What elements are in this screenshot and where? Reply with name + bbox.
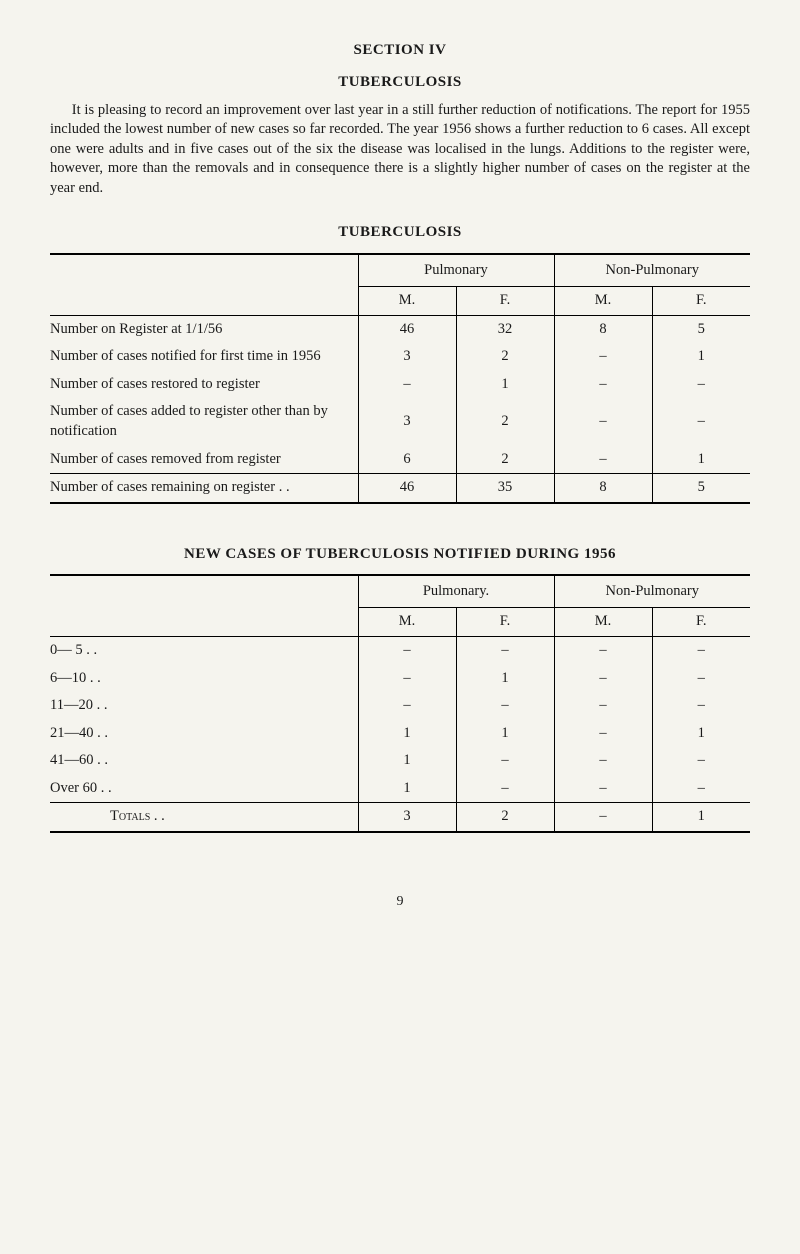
data-cell: 1 — [652, 446, 750, 474]
data-cell: – — [358, 665, 456, 693]
data-cell: 2 — [456, 803, 554, 832]
table2-header-m1: M. — [358, 608, 456, 637]
data-cell: – — [554, 371, 652, 399]
data-cell: – — [456, 747, 554, 775]
row-label: Over 60 . . — [50, 775, 358, 803]
data-cell: 2 — [456, 446, 554, 474]
table2-header-m2: M. — [554, 608, 652, 637]
table2-group-pulmonary: Pulmonary. — [358, 575, 554, 608]
table-row: Number of cases removed from register62–… — [50, 446, 750, 474]
data-cell: 3 — [358, 343, 456, 371]
table1-header-f1: F. — [456, 287, 554, 316]
tuberculosis-table: Pulmonary Non-Pulmonary M. F. M. F. Numb… — [50, 253, 750, 504]
data-cell: 32 — [456, 315, 554, 343]
page-number: 9 — [50, 893, 750, 912]
data-cell: 2 — [456, 398, 554, 445]
table2-group-nonpulmonary: Non-Pulmonary — [554, 575, 750, 608]
row-label: Number of cases restored to register — [50, 371, 358, 399]
row-label: Number on Register at 1/1/56 — [50, 315, 358, 343]
data-cell: 46 — [358, 315, 456, 343]
table-row: 21—40 . .11–1 — [50, 720, 750, 748]
table1-title: TUBERCULOSIS — [50, 222, 750, 242]
table2-title: NEW CASES OF TUBERCULOSIS NOTIFIED DURIN… — [50, 544, 750, 564]
table-row: 11—20 . .–––– — [50, 692, 750, 720]
data-cell: – — [652, 775, 750, 803]
row-label: 6—10 . . — [50, 665, 358, 693]
table2-header-f1: F. — [456, 608, 554, 637]
row-label: 21—40 . . — [50, 720, 358, 748]
data-cell: 2 — [456, 343, 554, 371]
table1-group-pulmonary: Pulmonary — [358, 254, 554, 287]
data-cell: – — [358, 637, 456, 665]
data-cell: – — [554, 803, 652, 832]
table2-header-f2: F. — [652, 608, 750, 637]
data-cell: 1 — [358, 747, 456, 775]
table1-header-m2: M. — [554, 287, 652, 316]
section-title: SECTION IV — [50, 40, 750, 60]
data-cell: 6 — [358, 446, 456, 474]
data-cell: – — [456, 775, 554, 803]
data-cell: – — [358, 371, 456, 399]
row-label: Number of cases added to register other … — [50, 398, 358, 445]
data-cell: – — [554, 747, 652, 775]
table1-group-nonpulmonary: Non-Pulmonary — [554, 254, 750, 287]
totals-label: Totals . . — [50, 803, 358, 832]
data-cell: 1 — [456, 720, 554, 748]
row-label: Number of cases notified for first time … — [50, 343, 358, 371]
table-row: Over 60 . .1––– — [50, 775, 750, 803]
data-cell: – — [652, 398, 750, 445]
data-cell: – — [652, 692, 750, 720]
row-label: Number of cases removed from register — [50, 446, 358, 474]
data-cell: 46 — [358, 474, 456, 503]
table-row: 41—60 . .1––– — [50, 747, 750, 775]
data-cell: – — [554, 637, 652, 665]
row-label: Number of cases remaining on register . … — [50, 474, 358, 503]
data-cell: 1 — [652, 343, 750, 371]
table-row: Number of cases restored to register–1–– — [50, 371, 750, 399]
data-cell: 3 — [358, 398, 456, 445]
data-cell: – — [554, 343, 652, 371]
data-cell: 1 — [456, 665, 554, 693]
row-label: 0— 5 . . — [50, 637, 358, 665]
data-cell: – — [652, 637, 750, 665]
table-row: Number on Register at 1/1/56463285 — [50, 315, 750, 343]
table-row: Number of cases added to register other … — [50, 398, 750, 445]
data-cell: 1 — [358, 720, 456, 748]
table-row: 0— 5 . .–––– — [50, 637, 750, 665]
data-cell: 1 — [358, 775, 456, 803]
data-cell: 5 — [652, 315, 750, 343]
data-cell: – — [652, 371, 750, 399]
subtitle: TUBERCULOSIS — [50, 72, 750, 92]
data-cell: – — [554, 775, 652, 803]
data-cell: – — [652, 665, 750, 693]
data-cell: – — [456, 692, 554, 720]
table1-header-f2: F. — [652, 287, 750, 316]
data-cell: 35 — [456, 474, 554, 503]
table-row: Number of cases remaining on register . … — [50, 474, 750, 503]
data-cell: – — [554, 398, 652, 445]
data-cell: – — [554, 692, 652, 720]
data-cell: – — [554, 665, 652, 693]
data-cell: – — [554, 720, 652, 748]
data-cell: 8 — [554, 474, 652, 503]
table1-header-m1: M. — [358, 287, 456, 316]
data-cell: – — [456, 637, 554, 665]
data-cell: 5 — [652, 474, 750, 503]
row-label: 41—60 . . — [50, 747, 358, 775]
data-cell: 8 — [554, 315, 652, 343]
data-cell: – — [554, 446, 652, 474]
new-cases-table: Pulmonary. Non-Pulmonary M. F. M. F. 0— … — [50, 574, 750, 833]
data-cell: 3 — [358, 803, 456, 832]
data-cell: 1 — [652, 720, 750, 748]
row-label: 11—20 . . — [50, 692, 358, 720]
totals-row: Totals . .32–1 — [50, 803, 750, 832]
data-cell: – — [358, 692, 456, 720]
data-cell: 1 — [652, 803, 750, 832]
table-row: 6—10 . .–1–– — [50, 665, 750, 693]
intro-paragraph: It is pleasing to record an improvement … — [50, 101, 750, 199]
table-row: Number of cases notified for first time … — [50, 343, 750, 371]
data-cell: – — [652, 747, 750, 775]
data-cell: 1 — [456, 371, 554, 399]
